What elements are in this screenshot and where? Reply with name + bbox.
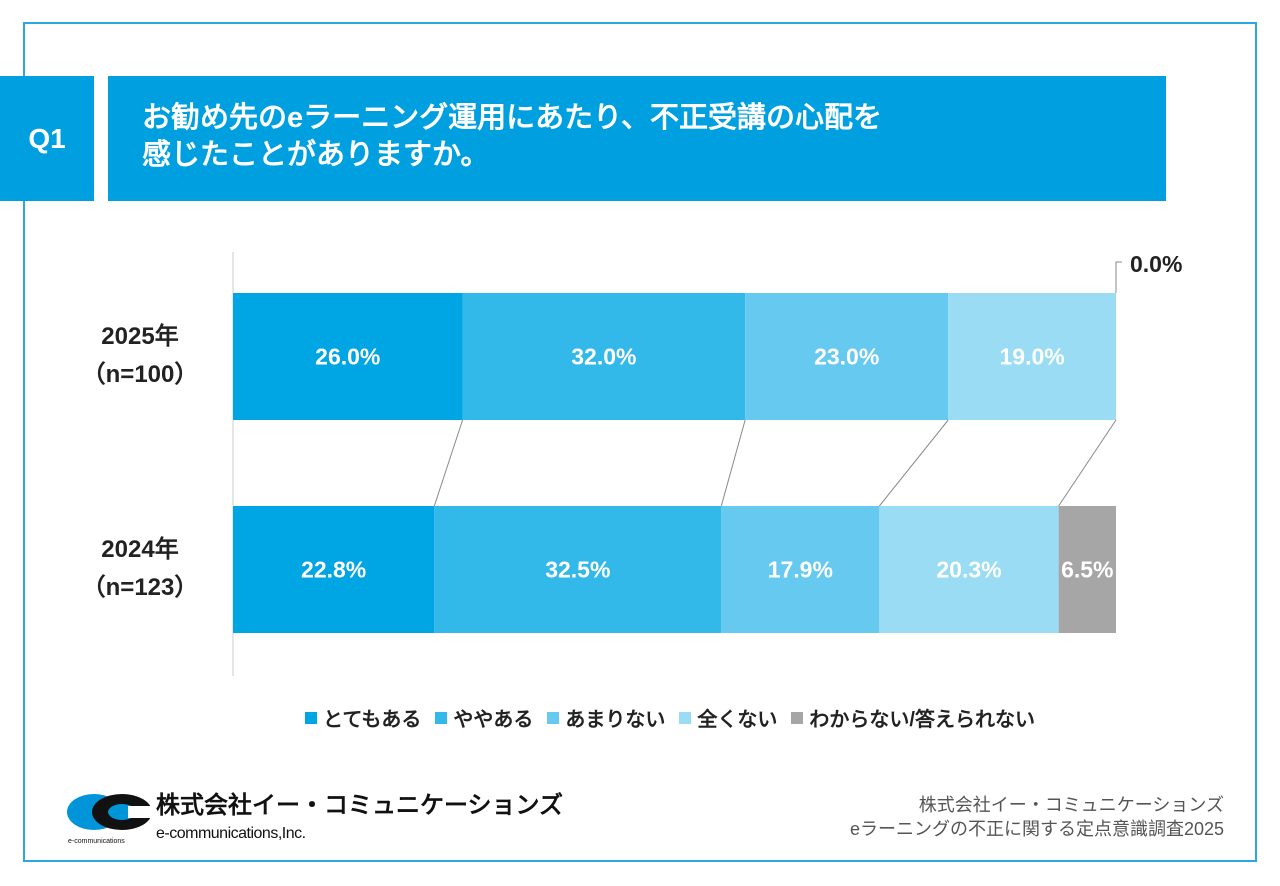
- legend-item: 全くない: [679, 703, 777, 732]
- legend-swatch: [679, 711, 692, 724]
- source-line-2: eラーニングの不正に関する定点意識調査2025: [849, 819, 1224, 839]
- data-label: 23.0%: [814, 344, 879, 370]
- bar-segment: [745, 293, 949, 420]
- question-line-1: お勧め先のeラーニング運用にあたり、不正受講の心配を: [142, 102, 882, 134]
- data-label: 32.5%: [545, 557, 610, 583]
- source-note: 株式会社イー・コミュニケーションズ eラーニングの不正に関する定点意識調査2025: [850, 793, 1224, 841]
- legend-item: あまりない: [547, 703, 665, 732]
- company-name-jp: 株式会社イー・コミュニケーションズ: [156, 792, 564, 819]
- bar-segment: [1058, 506, 1116, 633]
- legend-label: 全くない: [697, 709, 778, 731]
- connector-line: [1058, 419, 1117, 507]
- data-label: 32.0%: [571, 344, 636, 370]
- legend-label: わからない/答えられない: [809, 709, 1035, 731]
- question-title: お勧め先のeラーニング運用にあたり、不正受講の心配を 感じたことがありますか。: [108, 76, 1166, 201]
- legend-label: ややある: [453, 709, 534, 731]
- legend-swatch: [305, 711, 318, 724]
- legend-swatch: [435, 711, 448, 724]
- connector-line: [720, 419, 746, 507]
- bar-segment: [879, 506, 1059, 633]
- bar-segment: [721, 506, 880, 633]
- company-name-en: e-communications,Inc.: [156, 825, 306, 842]
- legend-swatch: [791, 711, 804, 724]
- bar-segment: [233, 506, 435, 633]
- data-label: 6.5%: [1061, 557, 1113, 583]
- legend-item: ややある: [435, 703, 533, 732]
- data-label: 26.0%: [315, 344, 380, 370]
- category-n: （n=123）: [81, 574, 199, 601]
- legend-label: とてもある: [323, 709, 422, 731]
- source-line-1: 株式会社イー・コミュニケーションズ: [918, 795, 1224, 815]
- category-year: 2024年: [101, 536, 179, 563]
- company-logo: [67, 794, 156, 830]
- category-label-2024: 2024年 （n=123）: [60, 531, 220, 607]
- category-year: 2025年: [101, 323, 179, 350]
- legend-label: あまりない: [565, 709, 666, 731]
- bar-segment: [462, 293, 746, 420]
- legend: とてもある ややある あまりない 全くない わからない/答えられない: [0, 703, 1280, 732]
- slide-frame: [23, 22, 1257, 862]
- connector-line: [878, 419, 949, 507]
- bar-segment: [233, 293, 463, 420]
- data-label: 20.3%: [936, 557, 1001, 583]
- category-n: （n=100）: [81, 361, 199, 388]
- legend-item: わからない/答えられない: [791, 703, 1035, 732]
- data-label: 0.0%: [1130, 251, 1182, 277]
- data-label: 17.9%: [768, 557, 833, 583]
- question-number: Q1: [0, 76, 94, 201]
- legend-swatch: [547, 711, 560, 724]
- logo-small-text: e-communications: [68, 838, 125, 845]
- data-label: 19.0%: [1000, 344, 1065, 370]
- connector-line: [433, 419, 464, 507]
- bar-segment: [434, 506, 722, 633]
- bar-segment: [948, 293, 1116, 420]
- data-label: 22.8%: [301, 557, 366, 583]
- category-label-2025: 2025年 （n=100）: [60, 318, 220, 394]
- legend-item: とてもある: [305, 703, 421, 732]
- leader-line: [1115, 261, 1122, 293]
- question-line-2: 感じたことがありますか。: [142, 139, 490, 171]
